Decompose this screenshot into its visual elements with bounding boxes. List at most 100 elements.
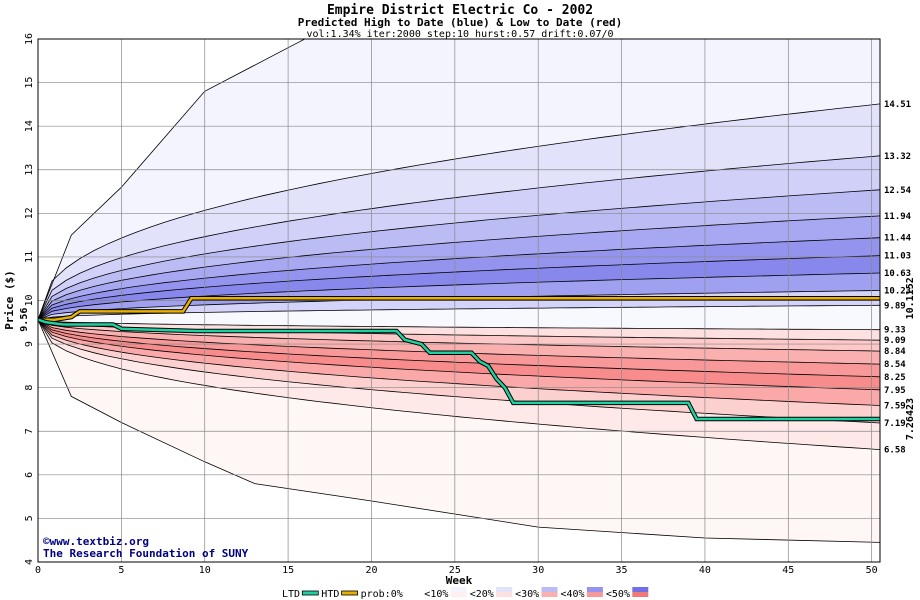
band-end-label: 9.09 [884,336,906,346]
legend-label: <10% [424,589,448,600]
legend-swatch [405,592,422,597]
band-boundary-line [37,319,881,391]
y-tick-label: 6 [24,472,35,478]
y-tick-label: 16 [24,33,35,45]
legend-swatch [301,590,319,596]
chart-params: vol:1.34% iter:2000 step:10 hurst:0.57 d… [306,29,613,40]
band-end-label: 7.19 [884,419,906,429]
y-axis-label: Price ($) [3,270,16,330]
band-end-label: 13.32 [884,152,911,162]
x-tick-label: 15 [282,565,294,576]
legend-swatch [632,587,649,592]
band-end-label: 6.58 [884,446,906,456]
y-tick-label: 8 [24,385,35,391]
legend-label: HTD [321,589,339,600]
band-end-label: 8.25 [884,373,906,383]
chart-subtitle: Predicted High to Date (blue) & Low to D… [298,16,623,29]
legend-swatch [450,587,467,592]
band-boundary-line [37,237,881,320]
y-tick-label: 5 [24,515,35,521]
low-band-fill [38,319,880,365]
y-tick-label: 13 [24,164,35,176]
band-end-label: 14.51 [884,100,911,110]
band-boundary-line [37,319,881,424]
x-tick-label: 30 [532,565,544,576]
start-price-label: 9.56 [19,308,30,332]
low-band-fill [38,319,880,341]
high-band-fill [38,255,880,320]
band-boundary-line [37,189,881,320]
band-end-label: 10.63 [884,269,911,279]
high-band-fill [38,237,880,320]
band-boundary-line [37,155,881,320]
chart-title: Empire District Electric Co - 2002 [327,3,593,18]
htd-line [38,297,880,321]
x-tick-label: 25 [449,565,461,576]
legend-swatch [586,587,603,592]
band-boundary-line [37,319,881,450]
x-axis-label: Week [446,574,473,587]
band-end-label: 7.59 [884,402,906,412]
y-tick-label: 10 [24,294,35,306]
band-end-label: 12.54 [884,186,912,196]
y-tick-label: 9 [24,341,35,347]
band-boundary-line [37,319,881,331]
band-boundary-line [37,319,881,543]
low-band-fill [38,319,880,377]
htd-last-value-label: 10.1152 [905,277,916,319]
low-band-fill [38,319,880,423]
y-tick-labels: 4 5 6 7 8 9 10 11 12 13 14 15 16 [24,33,35,565]
low-band-fill [38,319,880,450]
legend-label: <50% [606,589,630,600]
y-tick-label: 4 [24,559,35,565]
band-boundary-line [37,319,881,352]
legend-label: <20% [470,589,494,600]
legend-swatch [541,592,558,597]
watermark-org: The Research Foundation of SUNY [43,547,249,560]
legend-swatch [496,587,513,592]
x-tick-label: 10 [199,565,211,576]
high-band-fill [38,189,880,320]
x-tick-label: 5 [118,565,124,576]
band-end-label: 8.84 [884,347,906,357]
y-tick-label: 11 [24,251,35,263]
band-end-label: 11.94 [884,212,912,222]
plot-border [37,38,881,563]
high-band-fill [38,103,880,320]
legend-label: <30% [515,589,539,600]
legend: LTD HTD prob:0% <10% <20% <30% <40% <50% [282,587,649,600]
band-end-label: 7.95 [884,386,906,396]
x-tick-label: 50 [866,565,878,576]
high-band-fill [38,215,880,320]
legend-swatch [496,592,513,597]
band-end-labels: 14.51 13.32 12.54 11.94 11.44 11.03 10.63 10.23… [884,100,912,456]
band-end-label: 9.89 [884,301,906,311]
series [37,296,880,422]
high-band-fill [38,39,880,320]
band-end-label: 8.54 [884,360,906,370]
legend-label: prob:0% [361,589,403,600]
legend-label: <40% [561,589,585,600]
band-end-label: 11.44 [884,234,912,244]
watermark-url: ©www.textbiz.org [43,535,149,548]
band-boundary-line [37,319,881,406]
y-tick-label: 12 [24,207,35,219]
band-end-label: 11.03 [884,252,911,262]
x-tick-labels: 0 5 10 15 20 25 30 35 40 45 50 [35,565,878,576]
y-tick-label: 15 [24,77,35,89]
x-tick-label: 40 [699,565,711,576]
legend-swatch [450,592,467,597]
high-band-fill [38,155,880,320]
x-tick-label: 35 [616,565,628,576]
legend-swatch [341,590,359,596]
band-boundary-line [37,319,881,378]
x-tick-label: 45 [782,565,794,576]
low-band-fill [38,319,880,390]
ltd-line [37,318,880,421]
band-end-label: 9.33 [884,326,906,336]
legend-swatch [405,587,422,592]
band-boundary-line [37,272,881,321]
low-band-fill [38,319,880,406]
legend-label: LTD [282,589,300,600]
band-boundary-line [37,103,881,320]
